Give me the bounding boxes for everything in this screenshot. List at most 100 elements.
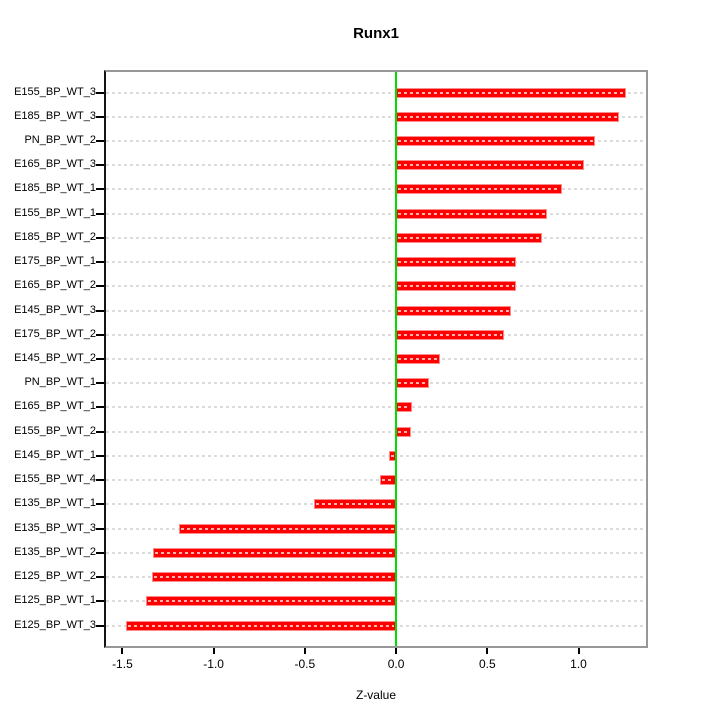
y-axis-tick xyxy=(96,358,104,360)
bar xyxy=(396,208,548,219)
grid-line xyxy=(106,358,646,360)
bar xyxy=(396,87,626,98)
bar xyxy=(396,232,542,243)
y-axis-label: E125_BP_WT_2 xyxy=(14,570,96,583)
y-axis-label: E185_BP_WT_3 xyxy=(14,109,96,122)
y-axis-label: E135_BP_WT_2 xyxy=(14,545,96,558)
grid-line xyxy=(106,333,646,336)
y-axis-tick xyxy=(96,382,104,385)
bar xyxy=(153,547,397,558)
bar xyxy=(379,475,397,486)
y-axis-tick xyxy=(96,503,104,506)
bar xyxy=(146,596,397,607)
bar xyxy=(396,354,440,364)
y-axis-label: E145_BP_WT_3 xyxy=(14,303,96,316)
bar xyxy=(396,160,584,171)
grid-line xyxy=(106,382,646,385)
y-axis-tick xyxy=(96,236,104,239)
y-axis-label: E155_BP_WT_4 xyxy=(14,473,96,486)
grid-line xyxy=(106,261,646,264)
bar xyxy=(396,135,595,146)
bar xyxy=(396,426,411,437)
y-axis-tick xyxy=(96,309,104,312)
x-axis-tick xyxy=(395,648,398,654)
y-axis-tick xyxy=(96,454,104,457)
bar xyxy=(396,257,517,268)
y-axis-tick xyxy=(96,600,104,603)
plot-area xyxy=(104,70,648,648)
y-axis-label: E125_BP_WT_1 xyxy=(14,594,96,607)
x-axis-tick-label: -1.0 xyxy=(203,657,224,671)
y-axis-tick xyxy=(96,430,104,433)
y-axis-tick xyxy=(96,479,104,482)
y-axis-tick xyxy=(96,285,104,288)
x-axis-title: Z-value xyxy=(355,688,396,702)
grid-line xyxy=(106,139,646,142)
grid-line xyxy=(106,479,646,482)
y-axis-tick xyxy=(96,551,104,554)
grid-line xyxy=(106,285,646,288)
bar xyxy=(396,329,504,340)
y-axis-tick xyxy=(96,188,104,191)
y-axis-label: PN_BP_WT_2 xyxy=(24,133,96,146)
zero-line xyxy=(395,72,398,646)
bar xyxy=(396,281,517,292)
y-axis-label: E175_BP_WT_2 xyxy=(14,327,96,340)
y-axis-label: E155_BP_WT_2 xyxy=(14,424,96,437)
bar xyxy=(396,378,429,389)
y-axis-tick xyxy=(96,91,104,94)
grid-line xyxy=(106,164,646,167)
x-axis-tick-label: 0.5 xyxy=(478,657,496,671)
x-axis-tick-label: -0.5 xyxy=(294,657,316,671)
bar xyxy=(178,523,397,534)
grid-line xyxy=(106,430,646,433)
x-axis-tick-label: 1.0 xyxy=(570,657,587,671)
x-axis-tick xyxy=(486,648,489,654)
y-axis-label: E165_BP_WT_2 xyxy=(14,279,96,292)
bar xyxy=(151,572,397,583)
bar xyxy=(313,499,397,510)
bar xyxy=(126,620,397,631)
y-axis-label: E175_BP_WT_1 xyxy=(14,255,96,268)
grid-line xyxy=(106,115,646,118)
grid-line xyxy=(106,212,646,215)
y-axis-tick xyxy=(96,115,104,118)
y-axis-label: E165_BP_WT_1 xyxy=(14,400,96,413)
y-axis-label: E185_BP_WT_1 xyxy=(14,182,96,195)
y-axis-tick xyxy=(96,576,104,579)
y-axis-label: E165_BP_WT_3 xyxy=(14,158,96,171)
x-axis-tick-label: 0.0 xyxy=(387,657,405,671)
bar xyxy=(396,111,619,122)
y-axis-label: E125_BP_WT_3 xyxy=(14,618,96,631)
bar xyxy=(396,305,511,316)
grid-line xyxy=(106,406,646,409)
grid-line xyxy=(106,236,646,239)
y-axis-label: PN_BP_WT_1 xyxy=(24,376,96,389)
y-axis-label: E155_BP_WT_3 xyxy=(14,85,96,98)
x-axis-tick xyxy=(212,648,215,654)
y-axis-tick xyxy=(96,624,104,627)
y-axis-label: E135_BP_WT_1 xyxy=(14,497,96,510)
y-axis-tick xyxy=(96,139,104,142)
y-axis-tick xyxy=(96,212,104,215)
y-axis-label: E145_BP_WT_2 xyxy=(14,352,96,364)
x-axis-tick xyxy=(577,648,580,654)
x-axis-tick xyxy=(121,648,124,654)
grid-line xyxy=(106,91,646,94)
y-axis-tick xyxy=(96,527,104,530)
grid-line xyxy=(106,188,646,191)
y-axis-label: E155_BP_WT_1 xyxy=(14,206,96,219)
y-axis-tick xyxy=(96,406,104,409)
y-axis-label: E185_BP_WT_2 xyxy=(14,230,96,243)
grid-line xyxy=(106,309,646,312)
y-axis-tick xyxy=(96,333,104,336)
bar xyxy=(396,184,563,195)
grid-line xyxy=(106,454,646,457)
y-axis-label: E135_BP_WT_3 xyxy=(14,521,96,534)
chart-title: Runx1 xyxy=(353,25,399,42)
y-axis-tick xyxy=(96,164,104,167)
bar xyxy=(396,402,413,413)
y-axis-label: E145_BP_WT_1 xyxy=(14,448,96,461)
x-axis-tick-label: -1.5 xyxy=(112,657,133,671)
